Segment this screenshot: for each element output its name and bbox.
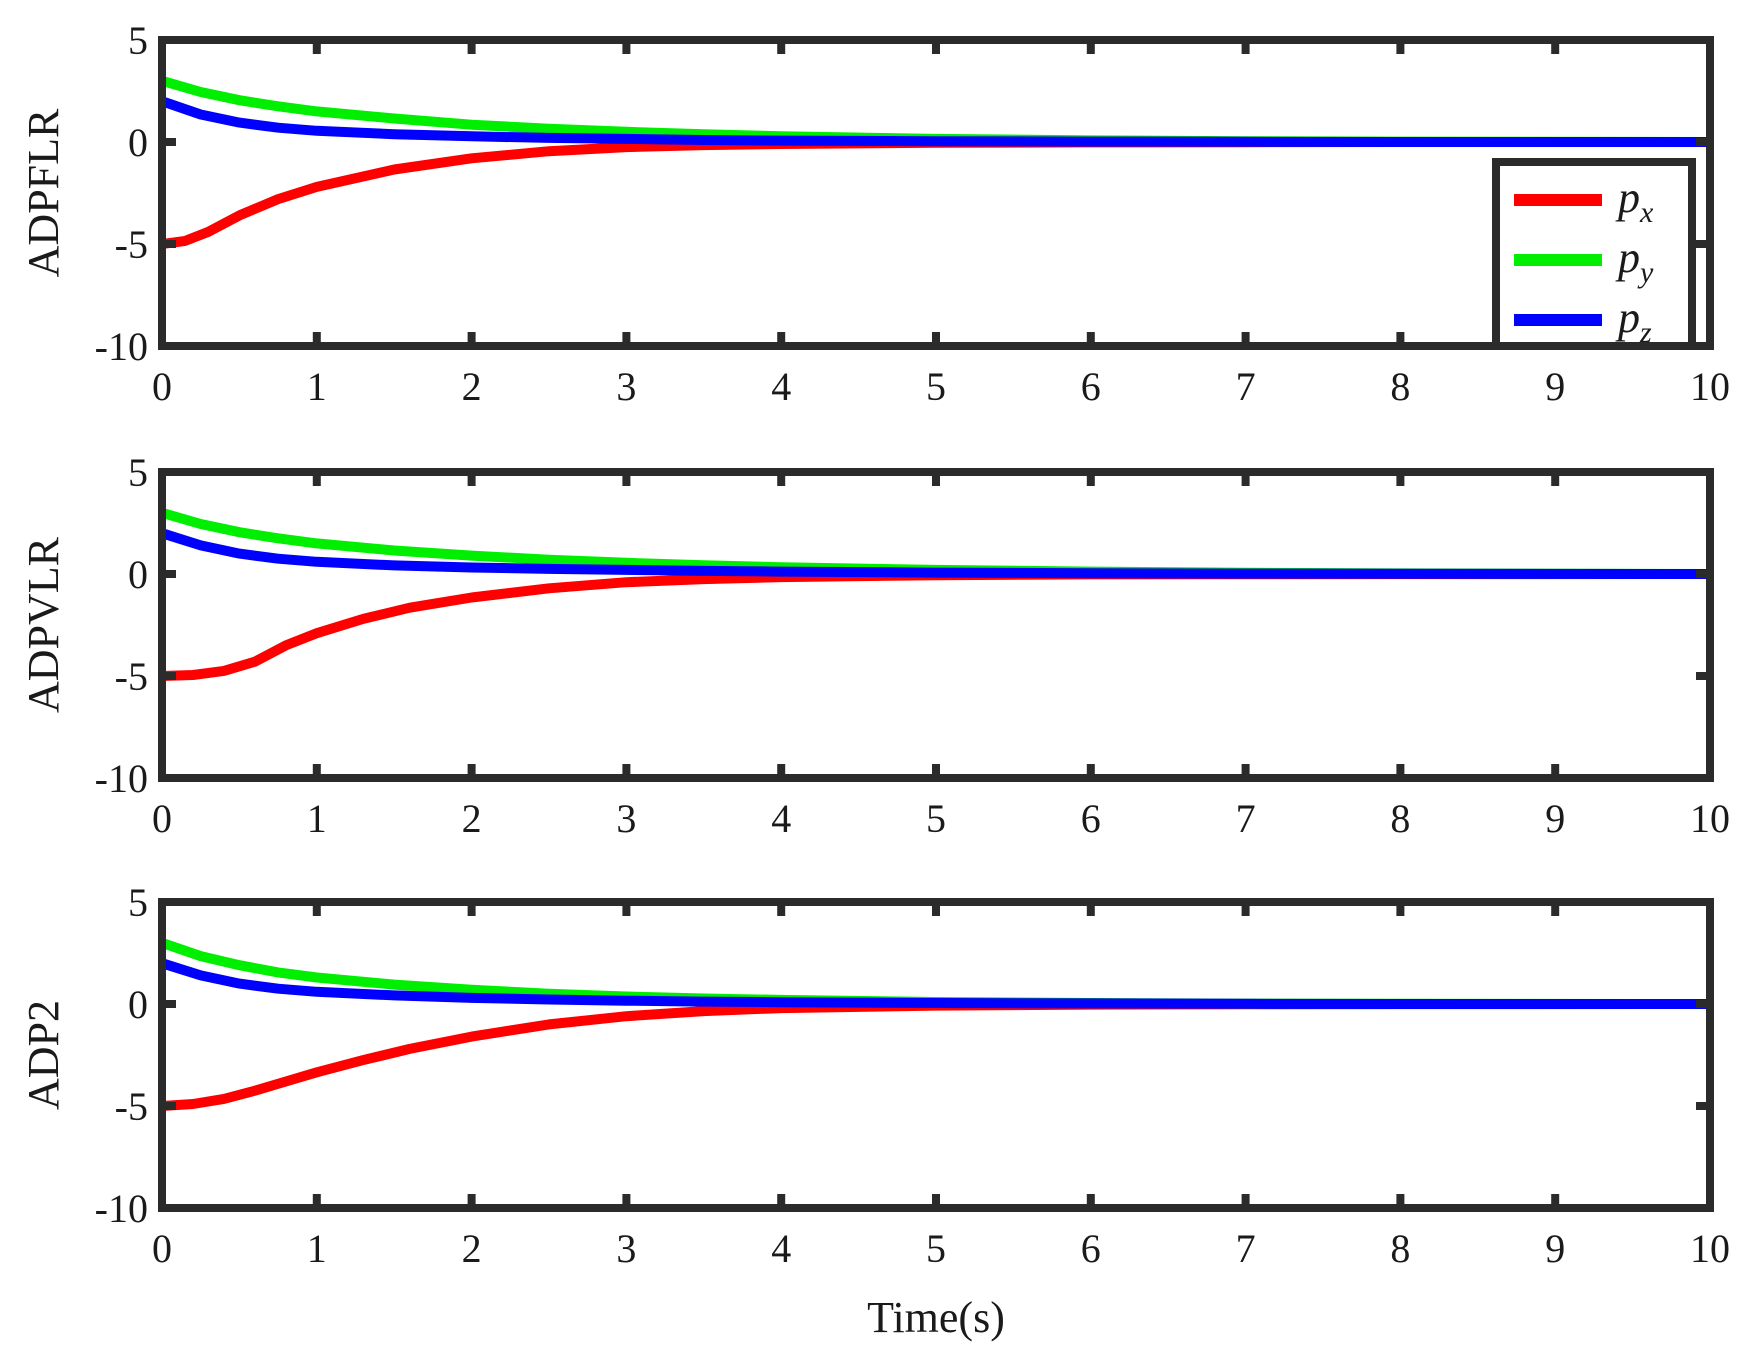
y-tick-label: -10 xyxy=(95,756,148,801)
x-axis-label: Time(s) xyxy=(867,1293,1005,1342)
x-tick-label: 0 xyxy=(152,796,172,841)
x-tick-label: 3 xyxy=(616,364,636,409)
y-axis-label: ADPVLR xyxy=(19,536,68,713)
x-tick-label: 9 xyxy=(1545,796,1565,841)
x-tick-label: 8 xyxy=(1390,364,1410,409)
x-tick-label: 0 xyxy=(152,364,172,409)
y-tick-label: 0 xyxy=(128,982,148,1027)
x-tick-label: 1 xyxy=(307,1226,327,1271)
x-tick-label: 9 xyxy=(1545,364,1565,409)
x-tick-label: 8 xyxy=(1390,1226,1410,1271)
x-tick-label: 7 xyxy=(1236,364,1256,409)
x-tick-label: 0 xyxy=(152,1226,172,1271)
y-tick-label: 5 xyxy=(128,18,148,63)
legend-subscript: x xyxy=(1639,196,1654,229)
x-tick-label: 8 xyxy=(1390,796,1410,841)
series-line-pz xyxy=(162,96,1710,147)
x-tick-label: 5 xyxy=(926,364,946,409)
x-tick-label: 10 xyxy=(1690,796,1730,841)
x-tick-label: 3 xyxy=(616,1226,636,1271)
y-axis-label: ADP2 xyxy=(19,1000,68,1110)
x-tick-label: 4 xyxy=(771,364,791,409)
x-tick-label: 6 xyxy=(1081,796,1101,841)
y-tick-label: 0 xyxy=(128,120,148,165)
x-tick-label: 3 xyxy=(616,796,636,841)
series-line-pz xyxy=(162,958,1710,1009)
x-tick-label: 9 xyxy=(1545,1226,1565,1271)
subplot-2: 0 1 2 3 4 5 6 7 8 9 10 5 0 -5 -10 ADPVLR xyxy=(19,450,1730,841)
legend-subscript: y xyxy=(1637,256,1654,289)
x-tick-label: 10 xyxy=(1690,364,1730,409)
x-tick-label: 6 xyxy=(1081,1226,1101,1271)
x-tick-label: 7 xyxy=(1236,1226,1256,1271)
x-tick-label: 4 xyxy=(771,1226,791,1271)
subplot-3: 0 1 2 3 4 5 6 7 8 9 10 5 0 -5 -10 ADP2 Time(s) xyxy=(19,880,1730,1342)
y-tick-label: -5 xyxy=(115,1084,148,1129)
x-tick-label: 1 xyxy=(307,796,327,841)
y-axis-label: ADPFLR xyxy=(19,108,68,277)
y-tick-label: 5 xyxy=(128,450,148,495)
x-tick-label: 5 xyxy=(926,1226,946,1271)
legend-subscript: z xyxy=(1639,316,1652,349)
x-tick-label: 5 xyxy=(926,796,946,841)
y-tick-label: 0 xyxy=(128,552,148,597)
x-tick-label: 6 xyxy=(1081,364,1101,409)
series-line-pz xyxy=(162,528,1710,579)
x-tick-label: 4 xyxy=(771,796,791,841)
y-tick-label: -10 xyxy=(95,324,148,369)
y-tick-label: -5 xyxy=(115,654,148,699)
x-tick-label: 10 xyxy=(1690,1226,1730,1271)
x-tick-label: 1 xyxy=(307,364,327,409)
y-tick-label: -10 xyxy=(95,1186,148,1231)
x-tick-label: 7 xyxy=(1236,796,1256,841)
x-tick-label: 2 xyxy=(462,1226,482,1271)
x-tick-label: 2 xyxy=(462,796,482,841)
x-tick-label: 2 xyxy=(462,364,482,409)
y-tick-label: 5 xyxy=(128,880,148,925)
y-tick-label: -5 xyxy=(115,222,148,267)
